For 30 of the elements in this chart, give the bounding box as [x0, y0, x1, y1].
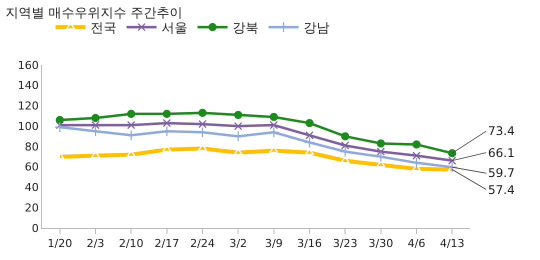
legend-label: 전국 — [90, 21, 117, 36]
y-tick-label: 40 — [24, 181, 39, 194]
x-tick-label: 3/23 — [332, 237, 358, 250]
y-tick-label: 160 — [18, 58, 39, 72]
x-tick-label: 2/10 — [118, 237, 144, 250]
y-tick-label: 100 — [18, 120, 39, 133]
y-tick-label: 60 — [24, 160, 39, 174]
x-tick-label: 4/13 — [440, 237, 465, 250]
y-tick-label: 80 — [24, 140, 39, 154]
legend-label: 강남 — [304, 21, 330, 36]
x-tick-label: 3/9 — [264, 237, 283, 250]
y-tick-label: 140 — [18, 79, 39, 92]
y-tick-label: 0 — [32, 222, 39, 235]
y-tick-label: 20 — [24, 201, 39, 214]
x-tick-label: 1/20 — [47, 237, 72, 250]
annotation: 66.1 — [488, 146, 515, 160]
x-tick-label: 2/3 — [86, 237, 104, 250]
x-tick-label: 3/2 — [229, 237, 248, 250]
x-tick-label: 4/6 — [408, 237, 426, 250]
x-tick-label: 3/30 — [368, 237, 394, 250]
x-tick-label: 2/17 — [154, 237, 180, 250]
x-tick-label: 2/24 — [190, 237, 215, 250]
chart-title: 지역별 매수우위지수 주간추이 — [5, 6, 183, 21]
legend-label: 서울 — [162, 21, 188, 36]
legend-label: 강북 — [232, 21, 259, 36]
annotation: 59.7 — [488, 166, 515, 180]
y-tick-label: 120 — [18, 100, 39, 113]
annotation: 57.4 — [488, 183, 515, 197]
x-tick-label: 3/16 — [297, 237, 322, 250]
annotation: 73.4 — [488, 124, 515, 138]
